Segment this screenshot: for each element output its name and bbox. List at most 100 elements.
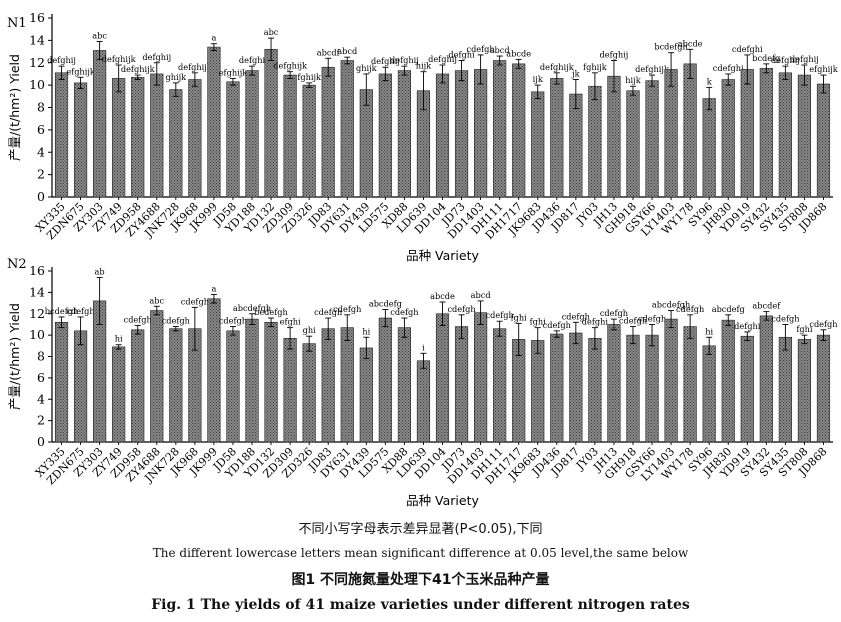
significance-letter: abcd [490, 45, 510, 55]
bar [245, 70, 259, 198]
bar [150, 73, 164, 198]
significance-letter: abc [264, 27, 279, 37]
bar [588, 85, 602, 198]
bar [778, 336, 792, 443]
significance-letter: bcdefg [752, 53, 780, 63]
bar [416, 360, 431, 443]
significance-letter: cdefgh [466, 44, 495, 54]
bar [721, 319, 735, 443]
bar [664, 318, 678, 443]
bar [797, 74, 812, 198]
bar [550, 78, 564, 198]
y-tick-label: 16 [29, 10, 45, 25]
bar [264, 321, 278, 443]
significance-letter: a [211, 33, 216, 43]
bar [378, 73, 392, 198]
bar [759, 68, 773, 198]
bar [397, 327, 411, 443]
bar [474, 69, 488, 198]
significance-letter: efghijk [219, 67, 249, 77]
bar [131, 329, 145, 443]
figure-caption-cn: 图1 不同施氮量处理下41个玉米品种产量 [291, 572, 550, 588]
bar [588, 338, 602, 443]
significance-letter: efghi [280, 317, 301, 327]
bar [245, 318, 259, 443]
y-axis-title: 产量/(t/hm²) Yield [7, 303, 22, 410]
significance-letter: cdefgh [543, 320, 572, 330]
significance-letter: hi [362, 326, 370, 336]
significance-letter: abcde [430, 291, 455, 301]
bar [454, 70, 469, 198]
bar [645, 80, 659, 198]
significance-letter: abcdefgh [233, 303, 272, 313]
significance-letter: defghij [390, 55, 419, 65]
bar [702, 98, 716, 198]
bar [264, 49, 278, 198]
y-tick-label: 16 [29, 263, 45, 278]
significance-letter: efghijk [809, 64, 839, 74]
y-tick-label: 8 [37, 349, 45, 364]
significance-letter: i [422, 342, 425, 352]
bar [112, 78, 126, 198]
significance-letter: abcdf [317, 47, 341, 57]
bar [359, 347, 373, 443]
bar [664, 69, 678, 198]
bar [683, 63, 697, 198]
significance-letter: cdefghi [732, 44, 763, 54]
bar [531, 91, 545, 198]
bar [702, 345, 716, 443]
significance-letter: bcdefgh [654, 42, 688, 52]
significance-letter: cdefgh [314, 307, 343, 317]
significance-letter: cdefgh [66, 306, 95, 316]
bar [340, 327, 354, 443]
y-tick-label: 4 [37, 391, 45, 406]
bar [740, 69, 754, 198]
significance-letter: bcdefgh [45, 306, 79, 316]
bar [454, 326, 469, 443]
x-axis-title: 品种 Variety [406, 493, 479, 508]
significance-letter: abcde [678, 38, 703, 48]
bar [321, 66, 335, 198]
significance-letter: defghij [371, 56, 400, 66]
y-tick-label: 2 [37, 413, 45, 428]
bar [683, 326, 697, 443]
significance-letter: defghij [142, 52, 171, 62]
bar [550, 333, 564, 443]
bar [493, 60, 507, 198]
significance-letter: cdefgh [124, 315, 153, 325]
significance-letter: cdefgh [638, 313, 667, 323]
significance-letter: cdefgh [619, 316, 648, 326]
significance-letter: defghij [47, 55, 76, 65]
significance-letter: efghijk [66, 66, 96, 76]
significance-letter: cdefgh [486, 310, 515, 320]
panel-label: N2 [7, 257, 27, 272]
bar [302, 343, 316, 443]
y-tick-label: 12 [29, 306, 45, 321]
significance-letter: abcdefgh [652, 300, 691, 310]
y-tick-label: 6 [37, 370, 45, 385]
significance-letter: cdefgh [676, 304, 705, 314]
y-tick-label: 4 [37, 144, 45, 159]
significance-letter: abcdef [752, 301, 781, 311]
significance-letter: k [707, 76, 713, 86]
significance-letter: cdefgh [219, 316, 248, 326]
significance-letter: cdefgh [447, 304, 476, 314]
bar [397, 70, 411, 198]
bar [112, 346, 126, 443]
bar [759, 315, 773, 443]
significance-letter: defghijk [273, 61, 308, 71]
bar [340, 60, 354, 198]
bar [816, 334, 831, 443]
significance-letter: abc [92, 30, 107, 40]
bar [626, 334, 640, 443]
significance-letter: ijk [533, 74, 544, 84]
significance-letter: abc [149, 295, 164, 305]
bar [73, 330, 88, 443]
bar [607, 324, 621, 443]
significance-letter: a [211, 284, 216, 294]
y-tick-label: 0 [37, 189, 45, 204]
bar [740, 335, 754, 443]
